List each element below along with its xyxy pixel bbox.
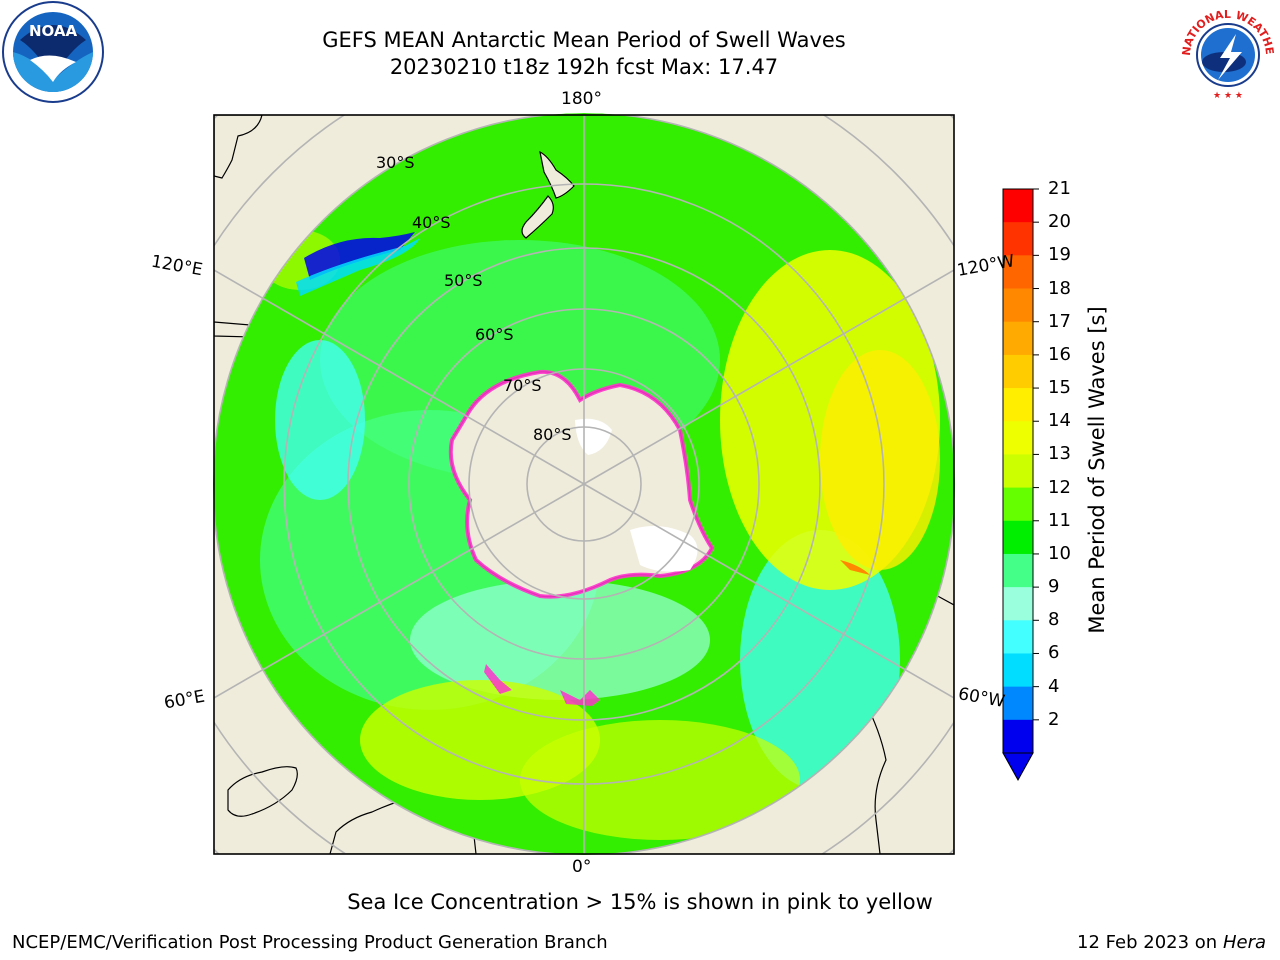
colorbar-segment bbox=[1003, 354, 1033, 389]
colorbar-segment bbox=[1003, 255, 1033, 290]
colorbar-segment bbox=[1003, 454, 1033, 489]
colorbar-segment bbox=[1003, 487, 1033, 522]
colorbar-extend-arrow bbox=[1002, 752, 1034, 782]
colorbar-segment bbox=[1003, 321, 1033, 356]
credit-host: Hera bbox=[1222, 932, 1266, 953]
colorbar-segment bbox=[1003, 719, 1033, 754]
colorbar-segment bbox=[1003, 421, 1033, 455]
lat-label-60s: 60°S bbox=[475, 325, 514, 344]
colorbar-title: Mean Period of Swell Waves [s] bbox=[1085, 306, 1109, 634]
colorbar-tick-label: 17 bbox=[1048, 310, 1071, 332]
lat-label-80s: 80°S bbox=[533, 425, 572, 444]
colorbar-segment bbox=[1003, 520, 1033, 555]
colorbar-tick-label: 8 bbox=[1048, 609, 1060, 631]
credit-date: 12 Feb 2023 on bbox=[1077, 932, 1218, 953]
lon-label-180: 180° bbox=[561, 89, 602, 109]
land-new-zealand-north bbox=[539, 150, 575, 199]
colorbar-tick-label: 12 bbox=[1048, 476, 1071, 498]
credit-branch: NCEP/EMC/Verification Post Processing Pr… bbox=[12, 932, 608, 953]
colorbar-tick-label: 20 bbox=[1048, 211, 1071, 233]
lat-label-30s: 30°S bbox=[376, 153, 415, 172]
colorbar-tick-label: 6 bbox=[1048, 642, 1060, 664]
sea-ice-edge bbox=[448, 369, 715, 599]
colorbar-segment bbox=[1003, 620, 1033, 654]
chart-title: GEFS MEAN Antarctic Mean Period of Swell… bbox=[322, 28, 846, 52]
colorbar-segment bbox=[1003, 653, 1033, 688]
colorbar-tick-label: 9 bbox=[1048, 576, 1060, 598]
credit-date-host: 12 Feb 2023 on Hera bbox=[1077, 932, 1266, 953]
lat-label-70s: 70°S bbox=[503, 376, 542, 395]
colorbar-segment bbox=[1003, 587, 1033, 621]
colorbar-tick-label: 14 bbox=[1048, 410, 1071, 432]
colorbar-segment bbox=[1003, 686, 1033, 721]
colorbar-segment bbox=[1003, 288, 1033, 323]
colorbar-tick-label: 13 bbox=[1048, 443, 1071, 465]
colorbar-tick-label: 10 bbox=[1048, 542, 1071, 564]
land-new-zealand-south bbox=[521, 195, 554, 239]
colorbar-tick-label: 21 bbox=[1048, 178, 1071, 199]
colorbar-tick-label: 16 bbox=[1048, 343, 1071, 365]
colorbar-segment bbox=[1003, 189, 1033, 223]
colorbar-segment bbox=[1003, 388, 1033, 422]
lon-label-0: 0° bbox=[572, 857, 592, 877]
colorbar-tick-label: 19 bbox=[1048, 244, 1071, 266]
colorbar-segment bbox=[1003, 553, 1033, 588]
sea-ice-note: Sea Ice Concentration > 15% is shown in … bbox=[347, 890, 933, 914]
chart-subtitle: 20230210 t18z 192h fcst Max: 17.47 bbox=[389, 55, 779, 79]
colorbar-tick-label: 2 bbox=[1048, 708, 1060, 730]
colorbar-tick-label: 11 bbox=[1048, 509, 1071, 531]
noaa-logo-icon: NOAA bbox=[2, 1, 104, 103]
noaa-logo-text: NOAA bbox=[29, 22, 78, 40]
land-australia-east bbox=[214, 115, 263, 179]
lat-label-50s: 50°S bbox=[444, 271, 483, 290]
lat-label-40s: 40°S bbox=[412, 213, 451, 232]
land-madagascar bbox=[227, 766, 298, 817]
graticule bbox=[214, 115, 954, 854]
ice-shelf-ronne bbox=[630, 526, 698, 572]
svg-text:★ ★ ★: ★ ★ ★ bbox=[1213, 91, 1243, 100]
colorbar-tick-label: 15 bbox=[1048, 377, 1071, 399]
map-frame bbox=[213, 114, 955, 855]
colorbar-tick-label: 4 bbox=[1048, 675, 1060, 697]
nws-logo-icon: NATIONAL WEATHER SERVICE ★ ★ ★ bbox=[1176, 0, 1276, 100]
colorbar-tick-label: 18 bbox=[1048, 277, 1071, 299]
colorbar bbox=[1002, 188, 1039, 754]
colorbar-segment bbox=[1003, 222, 1033, 256]
